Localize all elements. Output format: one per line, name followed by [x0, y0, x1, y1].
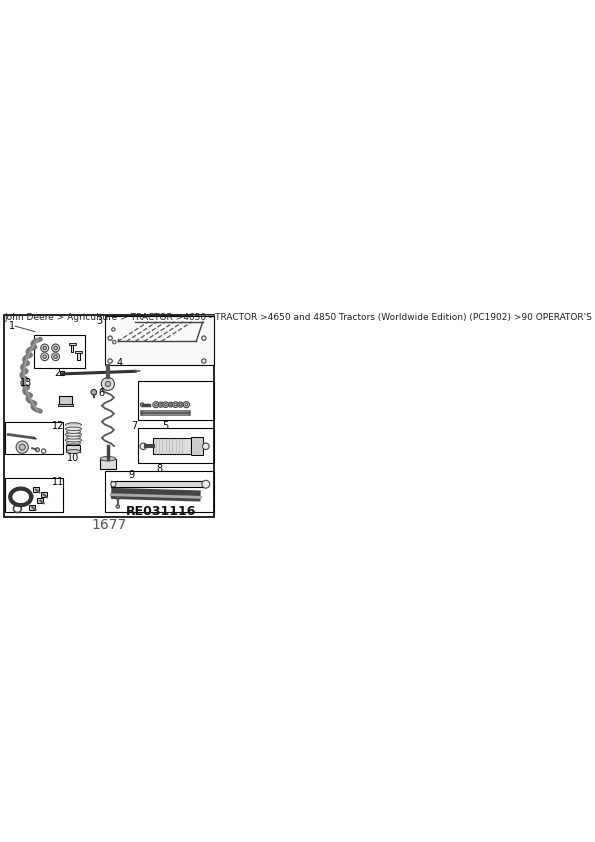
Text: 2: 2	[55, 368, 61, 378]
Bar	[75, 351, 82, 354]
Text: 1677: 1677	[92, 518, 127, 531]
Circle shape	[117, 497, 119, 499]
Circle shape	[202, 480, 210, 488]
Bar	[37, 498, 43, 504]
Circle shape	[173, 402, 178, 408]
Ellipse shape	[67, 441, 80, 445]
Bar	[59, 397, 73, 405]
Circle shape	[155, 403, 157, 406]
Circle shape	[202, 359, 206, 363]
Circle shape	[112, 328, 115, 331]
Text: 3: 3	[96, 316, 102, 326]
Text: 10: 10	[67, 453, 80, 463]
Bar	[77, 352, 80, 360]
Ellipse shape	[101, 456, 115, 461]
Text: 1: 1	[9, 321, 15, 331]
Bar	[139, 429, 214, 463]
Ellipse shape	[65, 427, 82, 430]
Circle shape	[111, 493, 116, 498]
Circle shape	[111, 482, 116, 487]
Circle shape	[163, 402, 168, 408]
Circle shape	[159, 403, 162, 406]
Circle shape	[202, 443, 209, 450]
Text: John Deere > Agriculture > TRACTOR >4650 - TRACTOR >4650 and 4850 Tractors (Worl: John Deere > Agriculture > TRACTOR >4650…	[4, 312, 595, 322]
Circle shape	[43, 355, 46, 359]
Circle shape	[183, 402, 189, 408]
Circle shape	[164, 403, 167, 406]
Circle shape	[174, 403, 177, 406]
Circle shape	[43, 346, 46, 349]
Circle shape	[54, 355, 57, 359]
Circle shape	[140, 403, 144, 407]
Text: 12: 12	[52, 422, 65, 431]
Circle shape	[158, 402, 164, 408]
Circle shape	[179, 403, 181, 406]
Circle shape	[116, 504, 120, 509]
Text: 5: 5	[162, 420, 169, 430]
Bar	[60, 371, 64, 376]
Circle shape	[41, 344, 49, 352]
Bar	[139, 381, 214, 420]
Circle shape	[16, 441, 29, 453]
Text: 4: 4	[117, 358, 123, 368]
Ellipse shape	[67, 444, 80, 448]
Circle shape	[168, 402, 173, 407]
Bar	[67, 445, 80, 451]
Text: 13: 13	[20, 378, 32, 388]
Bar	[5, 477, 62, 512]
Circle shape	[202, 336, 206, 340]
Bar	[68, 343, 76, 344]
Circle shape	[185, 403, 188, 406]
Bar	[58, 404, 73, 406]
Circle shape	[170, 403, 172, 406]
Circle shape	[52, 353, 60, 360]
Text: 11: 11	[52, 477, 64, 488]
Text: 8: 8	[156, 463, 162, 473]
Bar	[111, 481, 206, 488]
Circle shape	[108, 336, 112, 340]
Circle shape	[91, 389, 96, 395]
Bar	[191, 437, 203, 456]
Circle shape	[36, 448, 39, 452]
Bar	[101, 459, 115, 469]
Bar	[29, 504, 35, 509]
Circle shape	[108, 359, 112, 363]
Bar	[65, 425, 82, 429]
Circle shape	[101, 377, 114, 391]
Ellipse shape	[67, 430, 80, 434]
Bar	[40, 492, 46, 497]
Ellipse shape	[67, 435, 80, 439]
Ellipse shape	[65, 423, 82, 427]
Circle shape	[54, 346, 57, 349]
Text: 7: 7	[131, 422, 137, 431]
Bar	[34, 335, 85, 368]
Circle shape	[41, 353, 49, 360]
Circle shape	[153, 402, 159, 408]
Bar	[153, 439, 191, 454]
Circle shape	[52, 344, 60, 352]
Text: RE031116: RE031116	[126, 505, 196, 518]
Ellipse shape	[67, 450, 80, 454]
Ellipse shape	[65, 433, 82, 436]
Ellipse shape	[65, 439, 82, 442]
Polygon shape	[192, 315, 214, 322]
Bar	[105, 472, 214, 512]
Bar	[105, 317, 214, 365]
Bar	[33, 487, 39, 493]
Text: 6: 6	[98, 387, 104, 397]
Circle shape	[112, 340, 116, 344]
Text: 9: 9	[129, 471, 134, 481]
Circle shape	[105, 381, 111, 386]
Circle shape	[178, 402, 183, 408]
Circle shape	[140, 443, 146, 450]
Bar	[5, 422, 62, 454]
Bar	[71, 344, 73, 352]
Circle shape	[19, 444, 26, 450]
